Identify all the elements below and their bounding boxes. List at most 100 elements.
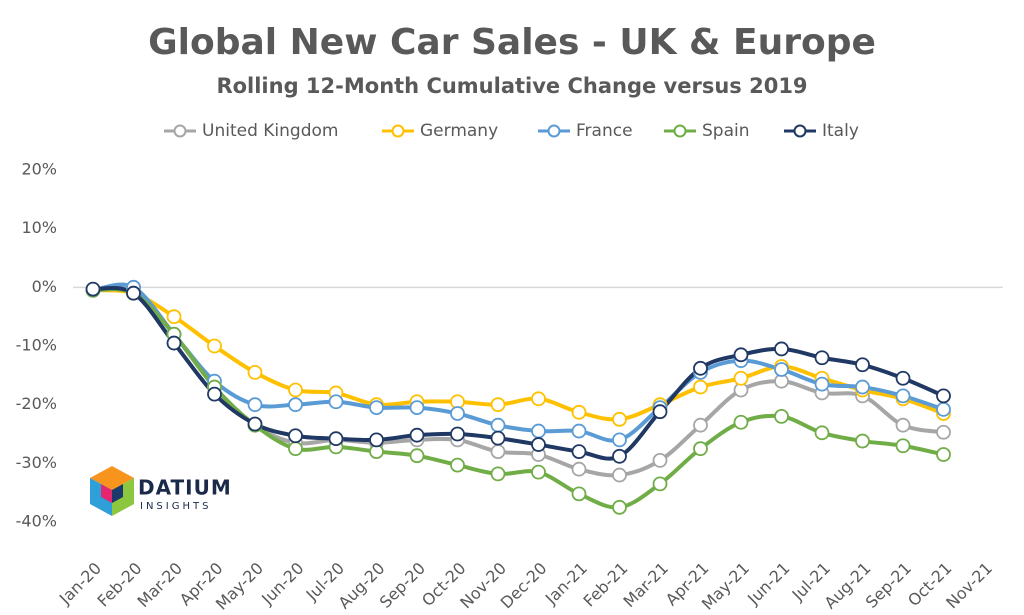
data-point bbox=[288, 428, 303, 444]
data-point bbox=[490, 444, 506, 460]
x-tick-label: Sep-20 bbox=[376, 559, 429, 612]
series-line bbox=[92, 282, 945, 443]
data-point bbox=[328, 431, 344, 447]
data-point bbox=[855, 379, 870, 395]
data-point bbox=[814, 425, 830, 441]
x-tick-label: Dec-20 bbox=[497, 559, 551, 613]
data-point bbox=[774, 362, 789, 377]
data-point bbox=[693, 379, 708, 395]
series-line bbox=[92, 287, 944, 510]
chart-subtitle: Rolling 12-Month Cumulative Change versu… bbox=[216, 74, 807, 98]
data-point bbox=[409, 400, 425, 416]
y-tick-label: -20% bbox=[16, 394, 57, 413]
data-point bbox=[612, 467, 627, 483]
legend-label: United Kingdom bbox=[202, 121, 338, 141]
data-point bbox=[571, 461, 587, 477]
data-point bbox=[612, 499, 627, 515]
data-point bbox=[288, 397, 303, 413]
legend-label: Germany bbox=[420, 121, 498, 141]
x-tick-label: Mar-20 bbox=[133, 559, 186, 612]
data-point bbox=[207, 338, 222, 354]
x-tick-label: Mar-21 bbox=[619, 559, 672, 612]
data-point bbox=[369, 432, 384, 448]
data-point bbox=[936, 424, 951, 440]
data-point bbox=[774, 341, 789, 357]
legend-marker bbox=[391, 124, 405, 138]
data-point bbox=[490, 430, 506, 446]
data-point bbox=[490, 417, 506, 433]
data-point bbox=[936, 388, 951, 404]
data-point bbox=[936, 447, 951, 462]
data-point bbox=[612, 448, 627, 464]
logo-name: DATIUM bbox=[138, 476, 232, 500]
y-tick-label: -40% bbox=[16, 512, 57, 531]
data-point bbox=[247, 397, 263, 413]
data-point bbox=[166, 309, 182, 325]
legend-marker bbox=[673, 124, 687, 138]
data-point bbox=[612, 411, 627, 427]
legend-label: France bbox=[576, 121, 633, 141]
data-point bbox=[450, 457, 465, 473]
data-point bbox=[571, 404, 587, 420]
data-point bbox=[247, 364, 263, 380]
chart-title: Global New Car Sales - UK & Europe bbox=[148, 22, 876, 63]
data-point bbox=[288, 441, 303, 457]
data-point bbox=[895, 417, 911, 433]
logo-inner bbox=[101, 484, 112, 503]
data-point bbox=[166, 335, 182, 351]
series-line bbox=[92, 288, 945, 422]
data-point bbox=[814, 350, 830, 366]
data-point bbox=[531, 423, 546, 439]
data-point bbox=[531, 464, 546, 480]
x-tick-label: Nov-21 bbox=[942, 559, 996, 613]
legend-marker bbox=[173, 124, 187, 138]
data-point bbox=[571, 486, 587, 502]
data-point bbox=[288, 382, 303, 398]
legend-label: Spain bbox=[702, 121, 750, 141]
data-point bbox=[693, 441, 708, 457]
data-point bbox=[450, 426, 465, 442]
data-point bbox=[612, 432, 627, 448]
data-point bbox=[571, 444, 587, 460]
legend-marker bbox=[793, 124, 807, 138]
series-line bbox=[92, 286, 945, 461]
data-point bbox=[369, 400, 384, 416]
data-point bbox=[490, 466, 506, 482]
data-point bbox=[895, 370, 911, 386]
data-point bbox=[85, 281, 101, 297]
y-tick-label: -30% bbox=[16, 453, 57, 472]
data-point bbox=[247, 416, 263, 432]
data-point bbox=[652, 452, 668, 468]
data-point bbox=[126, 285, 141, 301]
data-point bbox=[652, 404, 668, 420]
y-tick-label: 0% bbox=[32, 277, 57, 296]
data-point bbox=[409, 448, 425, 464]
data-point bbox=[531, 437, 546, 452]
data-point bbox=[450, 406, 465, 421]
data-point bbox=[207, 386, 222, 402]
data-point bbox=[693, 360, 708, 376]
data-point bbox=[571, 423, 587, 439]
y-tick-label: 10% bbox=[21, 218, 57, 237]
data-point bbox=[895, 438, 911, 454]
data-point bbox=[733, 414, 749, 430]
y-tick-label: -10% bbox=[16, 336, 57, 355]
data-point bbox=[409, 427, 425, 443]
data-point bbox=[855, 433, 870, 449]
data-point bbox=[328, 394, 344, 410]
data-point bbox=[652, 476, 668, 492]
x-tick-label: Jun-21 bbox=[743, 559, 793, 609]
x-tick-label: Jun-20 bbox=[257, 559, 307, 609]
legend-marker bbox=[547, 124, 561, 138]
logo-tagline: INSIGHTS bbox=[140, 501, 211, 512]
logo-inner2 bbox=[112, 484, 123, 503]
x-tick-label: Sep-21 bbox=[862, 559, 915, 612]
data-point bbox=[774, 408, 789, 424]
data-point bbox=[733, 347, 749, 363]
data-point bbox=[733, 370, 749, 386]
data-point bbox=[693, 417, 708, 433]
data-point bbox=[895, 388, 911, 404]
y-tick-label: 20% bbox=[21, 160, 57, 179]
legend-label: Italy bbox=[822, 121, 859, 141]
